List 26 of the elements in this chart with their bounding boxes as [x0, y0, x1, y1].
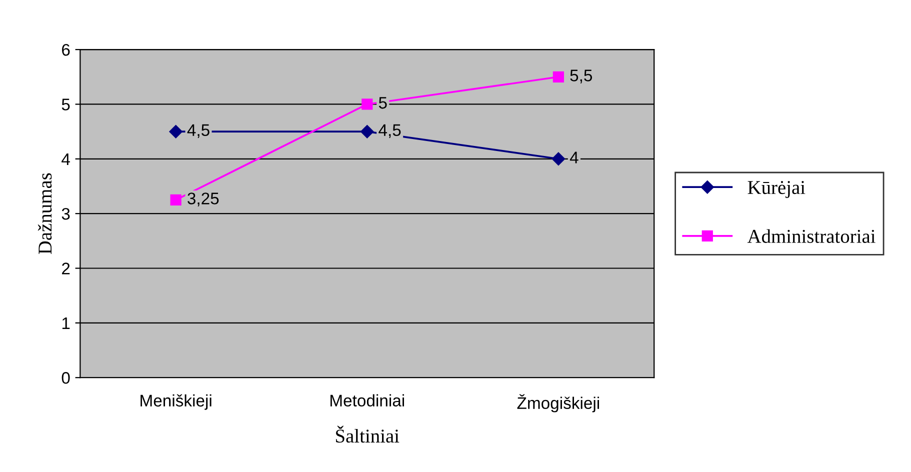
data-label: 4,5: [378, 124, 401, 138]
y-tick-label: 2: [62, 262, 70, 274]
y-tick-label: 1: [62, 318, 70, 329]
data-label: 4: [570, 152, 578, 164]
point: [552, 71, 564, 82]
point: [362, 98, 373, 110]
point: [169, 124, 182, 138]
x-tick-label: Metodiniai: [330, 394, 404, 407]
point: [360, 124, 374, 138]
data-label: 5,5: [570, 70, 592, 84]
point: [170, 194, 182, 206]
legend-label: Administratoriai: [747, 229, 876, 243]
data-label: 4,5: [187, 124, 210, 138]
x-axis-title: Šaltiniai: [336, 426, 400, 443]
legend-label: Kūrėjai: [748, 181, 806, 198]
data-label: 3,25: [188, 192, 219, 206]
y-tick-label: 6: [62, 44, 70, 56]
data-label: 5: [378, 97, 387, 109]
y-tick-label: 3: [62, 208, 70, 220]
y-axis-title: Dažnumas: [38, 173, 52, 254]
y-tick-label: 0: [62, 372, 70, 384]
y-tick-label: 5: [62, 98, 70, 110]
point: [552, 152, 566, 166]
x-tick-label: Meniškieji: [140, 394, 212, 410]
x-tick-label: Žmogiškieji: [517, 394, 599, 412]
y-tick-label: 4: [62, 153, 70, 165]
